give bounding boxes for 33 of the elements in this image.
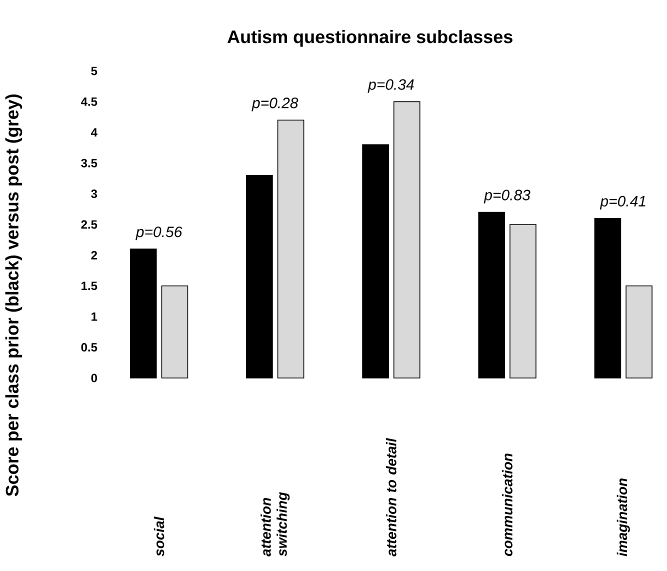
bar (626, 286, 652, 378)
y-tick-label: 4.5 (80, 98, 98, 106)
y-tick-label: 3 (91, 190, 98, 198)
annotation: p=0.34 (368, 79, 414, 93)
y-tick-label: 3.5 (81, 158, 98, 168)
y-tick-label: 0 (91, 374, 97, 382)
x-tick-label: attention switching (260, 492, 290, 556)
y-tick-label: 4 (90, 128, 98, 137)
y-tick-label: 1 (92, 312, 98, 321)
bar (393, 101, 420, 378)
annotation: p=0.56 (136, 226, 182, 240)
annotation: p=0.41 (600, 196, 646, 210)
x-tick-label: attention to detail (386, 438, 396, 556)
y-axis-title: Score per class prior (black) versus post (grey) (5, 94, 22, 496)
x-tick-label: social (154, 516, 164, 556)
y-tick-label: 0.5 (81, 343, 98, 352)
y-tick-label: 2 (91, 251, 97, 260)
annotation: p=0.83 (484, 190, 530, 204)
bar (277, 120, 304, 378)
annotation: p=0.28 (252, 98, 298, 112)
bar (161, 286, 188, 378)
x-tick-label: imagination (616, 478, 630, 556)
chart-title: Autism questionnaire subclasses (228, 30, 512, 47)
bar (362, 144, 389, 378)
x-tick-label: communication (502, 454, 512, 556)
y-tick-label: 5 (91, 66, 98, 76)
bar (594, 218, 622, 378)
bar (130, 248, 157, 378)
y-tick-label: 2.5 (81, 220, 98, 229)
bar (246, 174, 273, 378)
y-tick-label: 1.5 (82, 282, 98, 290)
bar (510, 224, 536, 378)
bar (478, 212, 506, 378)
